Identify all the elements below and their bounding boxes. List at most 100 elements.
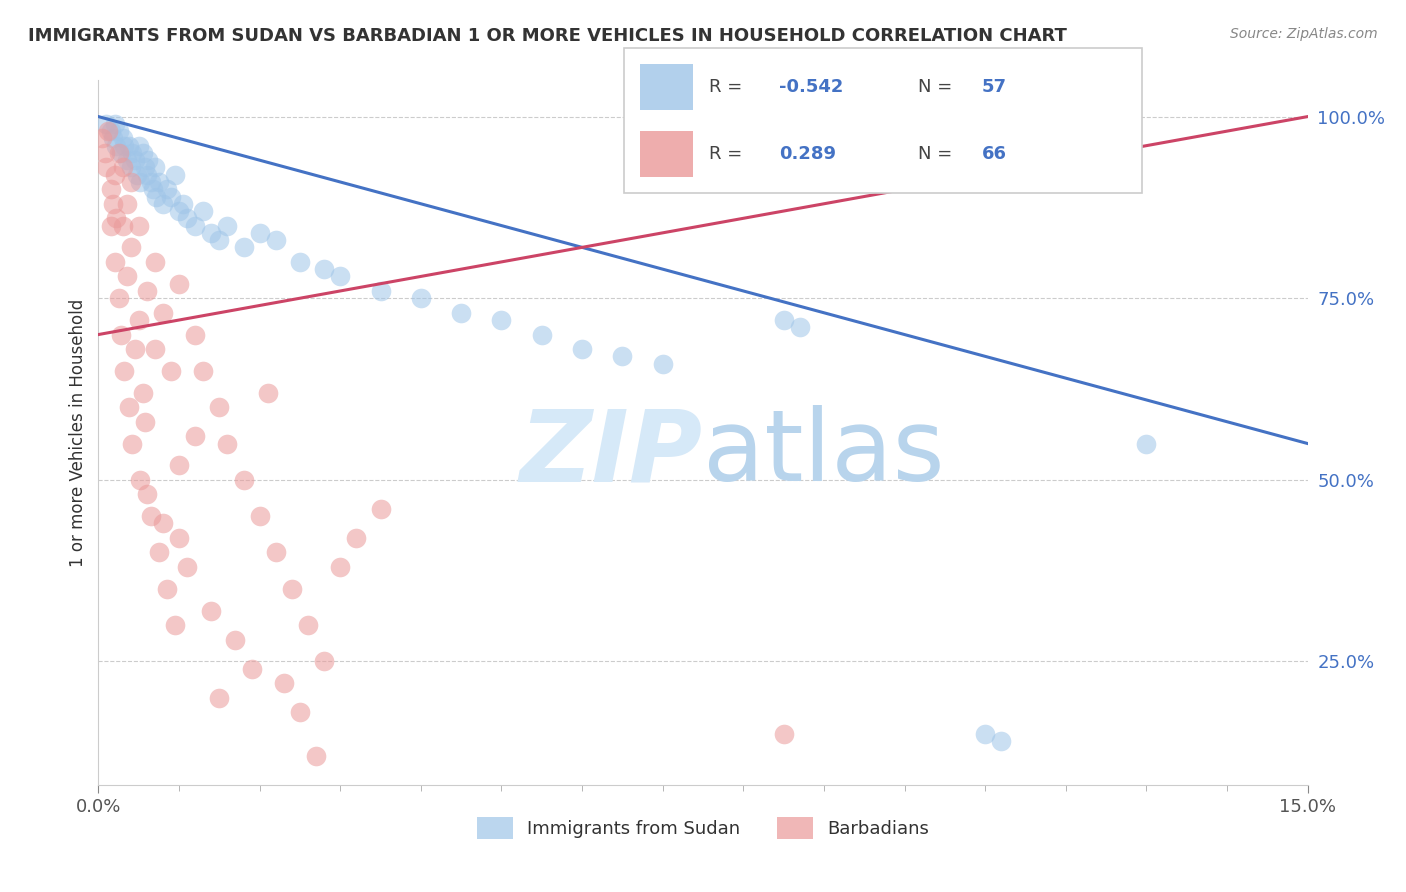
Point — [208, 690, 231, 705]
Point — [132, 145, 155, 160]
Point — [288, 255, 311, 269]
Bar — [640, 64, 693, 110]
Point — [329, 269, 352, 284]
Point — [129, 175, 152, 189]
Point — [148, 545, 170, 559]
Point — [101, 196, 124, 211]
Point — [224, 632, 246, 647]
Point — [176, 560, 198, 574]
Point — [112, 138, 135, 153]
Point — [297, 618, 319, 632]
Point — [110, 145, 132, 160]
Point — [135, 284, 157, 298]
Point — [772, 313, 794, 327]
Point — [789, 320, 811, 334]
Point — [200, 604, 222, 618]
Point — [491, 313, 513, 327]
Point — [107, 124, 129, 138]
Point — [167, 277, 190, 291]
Point — [97, 124, 120, 138]
Point — [160, 189, 183, 203]
Point — [281, 582, 304, 596]
Point — [110, 327, 132, 342]
Text: 0.289: 0.289 — [779, 145, 837, 162]
Point — [176, 211, 198, 226]
Point — [370, 502, 392, 516]
Point — [344, 531, 367, 545]
Y-axis label: 1 or more Vehicles in Household: 1 or more Vehicles in Household — [69, 299, 87, 566]
Point — [152, 306, 174, 320]
Text: N =: N = — [918, 145, 957, 162]
Point — [249, 509, 271, 524]
Point — [105, 138, 128, 153]
Point — [96, 117, 118, 131]
Point — [314, 655, 336, 669]
Legend: Immigrants from Sudan, Barbadians: Immigrants from Sudan, Barbadians — [470, 810, 936, 847]
Point — [193, 364, 215, 378]
Point — [134, 415, 156, 429]
Point — [96, 161, 118, 175]
Point — [120, 240, 142, 254]
Point — [143, 255, 166, 269]
Point — [217, 436, 239, 450]
Text: ZIP: ZIP — [520, 405, 703, 502]
Point — [121, 145, 143, 160]
Text: atlas: atlas — [703, 405, 945, 502]
Point — [143, 161, 166, 175]
Point — [305, 748, 328, 763]
Point — [163, 618, 186, 632]
Text: IMMIGRANTS FROM SUDAN VS BARBADIAN 1 OR MORE VEHICLES IN HOUSEHOLD CORRELATION C: IMMIGRANTS FROM SUDAN VS BARBADIAN 1 OR … — [28, 27, 1067, 45]
Point — [111, 131, 134, 145]
Point — [156, 582, 179, 596]
Point — [184, 219, 207, 233]
Point — [103, 117, 125, 131]
Point — [115, 196, 138, 211]
Point — [264, 545, 287, 559]
Point — [152, 196, 174, 211]
Point — [100, 124, 122, 138]
Point — [127, 168, 149, 182]
Point — [163, 168, 186, 182]
Point — [273, 676, 295, 690]
Text: 57: 57 — [981, 78, 1007, 96]
Point — [111, 161, 134, 175]
Point — [530, 327, 553, 342]
Text: R =: R = — [710, 145, 748, 162]
Text: N =: N = — [918, 78, 957, 96]
Point — [370, 284, 392, 298]
Text: 66: 66 — [981, 145, 1007, 162]
Point — [208, 233, 231, 247]
Point — [138, 153, 160, 168]
Point — [142, 182, 165, 196]
Point — [118, 400, 141, 414]
Point — [240, 662, 263, 676]
Point — [94, 145, 117, 160]
Bar — [640, 131, 693, 177]
Point — [118, 138, 141, 153]
Point — [121, 436, 143, 450]
Point — [651, 357, 673, 371]
Point — [314, 262, 336, 277]
Point — [105, 211, 128, 226]
Point — [107, 291, 129, 305]
Point — [208, 400, 231, 414]
Point — [990, 734, 1012, 748]
Point — [329, 560, 352, 574]
Point — [409, 291, 432, 305]
Point — [139, 175, 162, 189]
Point — [450, 306, 472, 320]
Point — [193, 204, 215, 219]
Point — [124, 342, 146, 356]
Point — [120, 175, 142, 189]
Point — [232, 473, 254, 487]
Point — [101, 131, 124, 145]
Point — [256, 385, 278, 400]
Point — [200, 226, 222, 240]
Point — [217, 219, 239, 233]
Point — [120, 161, 142, 175]
Point — [288, 706, 311, 720]
Point — [145, 189, 167, 203]
Point — [160, 364, 183, 378]
Text: Source: ZipAtlas.com: Source: ZipAtlas.com — [1230, 27, 1378, 41]
Text: -0.542: -0.542 — [779, 78, 844, 96]
